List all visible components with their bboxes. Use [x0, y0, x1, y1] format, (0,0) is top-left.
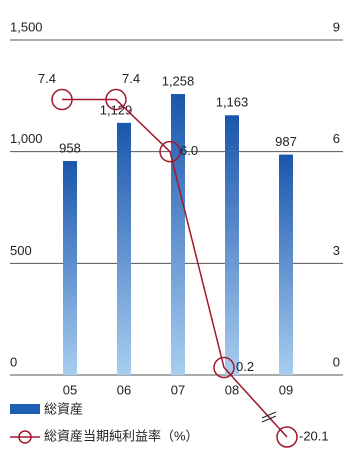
bar [171, 94, 185, 376]
line-point [105, 88, 127, 111]
line-point [276, 426, 298, 448]
line-value-label: 7.4 [38, 71, 56, 86]
x-tick-label: 06 [117, 382, 131, 397]
bar-value-label: 1,258 [162, 73, 195, 88]
y-tick-label: 500 [10, 243, 32, 258]
legend-label: 総資産 [44, 401, 83, 416]
line-value-label: 0.2 [236, 359, 254, 374]
y-tick-label: 1,500 [10, 19, 43, 34]
bar [63, 161, 77, 375]
bar-value-label: 1,163 [216, 95, 249, 110]
bar-value-label: 958 [59, 140, 81, 155]
bar [279, 154, 293, 375]
y2-tick-label: 9 [333, 19, 340, 34]
bar-value-label: 987 [275, 134, 297, 149]
legend-swatch [10, 404, 40, 414]
line-value-label: -20.1 [299, 428, 329, 443]
legend-label: 総資産当期純利益率（%） [44, 428, 199, 443]
line-point [213, 356, 235, 379]
x-tick-label: 07 [171, 382, 185, 397]
y2-tick-label: 3 [333, 243, 340, 258]
bar [117, 122, 131, 376]
legend-swatch [18, 430, 32, 444]
axis-break [261, 415, 277, 423]
y-tick-label: 0 [10, 354, 17, 369]
x-tick-label: 09 [279, 382, 293, 397]
x-tick-label: 08 [225, 382, 239, 397]
line-point [51, 88, 73, 111]
line-point [159, 140, 181, 163]
line-value-label: 7.4 [122, 71, 140, 86]
x-tick-label: 05 [63, 382, 77, 397]
bar [225, 115, 239, 375]
y-tick-label: 1,000 [10, 131, 43, 146]
y2-tick-label: 6 [333, 131, 340, 146]
line-value-label: 6.0 [180, 143, 198, 158]
y2-tick-label: 0 [333, 354, 340, 369]
line [62, 98, 288, 438]
axis-break [261, 411, 277, 419]
